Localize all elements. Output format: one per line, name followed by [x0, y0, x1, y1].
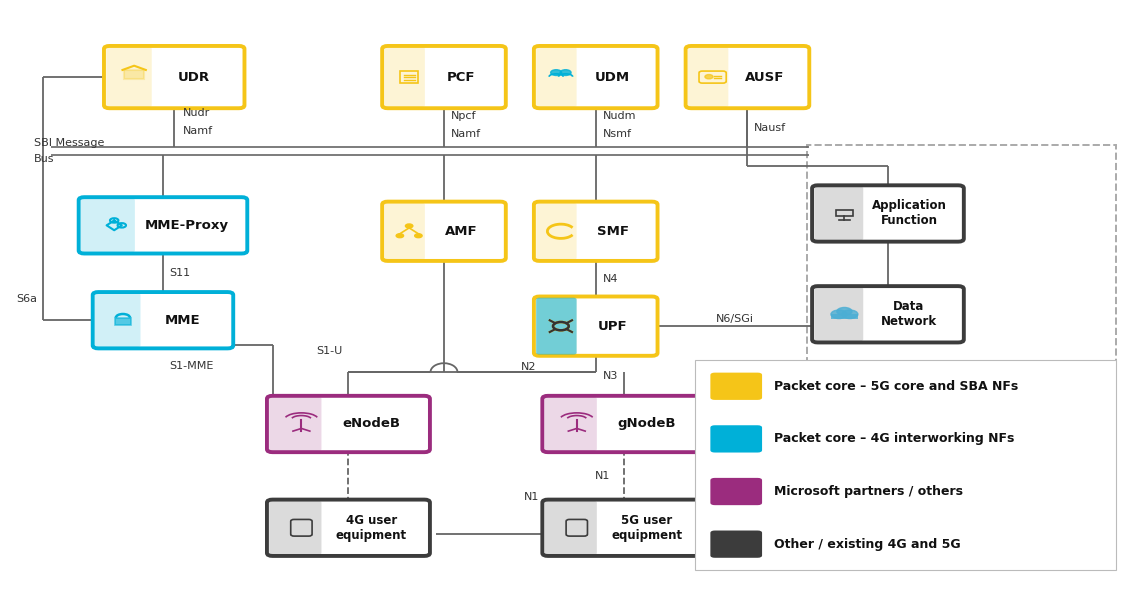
FancyBboxPatch shape [545, 397, 597, 451]
Text: N4: N4 [602, 274, 618, 283]
Text: Service provider or: Service provider or [908, 384, 1015, 393]
FancyBboxPatch shape [268, 396, 429, 452]
Circle shape [406, 224, 413, 228]
FancyBboxPatch shape [79, 197, 247, 254]
FancyBboxPatch shape [536, 298, 577, 355]
Text: MME: MME [164, 314, 200, 327]
FancyBboxPatch shape [536, 203, 577, 260]
FancyBboxPatch shape [831, 314, 858, 319]
FancyBboxPatch shape [812, 185, 964, 242]
FancyBboxPatch shape [814, 186, 863, 241]
Text: 4G user
equipment: 4G user equipment [336, 514, 407, 542]
FancyBboxPatch shape [686, 46, 809, 109]
Text: Namf: Namf [451, 129, 481, 139]
Text: UDR: UDR [178, 71, 210, 84]
FancyBboxPatch shape [710, 372, 762, 400]
FancyBboxPatch shape [695, 360, 1116, 570]
FancyBboxPatch shape [534, 202, 658, 261]
Text: Nudm: Nudm [602, 111, 636, 122]
Text: PCF: PCF [446, 71, 475, 84]
FancyBboxPatch shape [710, 478, 762, 505]
Text: Nsmf: Nsmf [602, 129, 632, 139]
Text: N1: N1 [595, 471, 610, 481]
Text: S1-MME: S1-MME [170, 361, 214, 371]
FancyBboxPatch shape [81, 198, 135, 253]
FancyBboxPatch shape [545, 500, 597, 555]
Text: Other / existing 4G and 5G: Other / existing 4G and 5G [774, 538, 961, 551]
FancyBboxPatch shape [384, 47, 425, 107]
Text: UDM: UDM [595, 71, 631, 84]
Text: eNodeB: eNodeB [342, 417, 400, 431]
FancyBboxPatch shape [382, 46, 506, 109]
FancyBboxPatch shape [536, 298, 577, 355]
Text: Nudr: Nudr [183, 109, 210, 119]
FancyBboxPatch shape [125, 70, 144, 79]
Text: N6/SGi: N6/SGi [716, 314, 754, 324]
Circle shape [842, 310, 858, 318]
FancyBboxPatch shape [384, 203, 425, 260]
FancyBboxPatch shape [382, 202, 506, 261]
Text: UPF: UPF [598, 320, 627, 333]
Circle shape [837, 307, 852, 315]
FancyBboxPatch shape [710, 425, 762, 452]
Text: Bus: Bus [34, 154, 54, 164]
FancyBboxPatch shape [542, 396, 706, 452]
Text: Npcf: Npcf [451, 111, 477, 122]
Text: N1: N1 [524, 492, 540, 502]
Text: Microsoft partners / others: Microsoft partners / others [774, 485, 963, 498]
Text: S6a: S6a [16, 295, 37, 304]
FancyBboxPatch shape [814, 288, 863, 342]
Text: gNodeB: gNodeB [617, 417, 676, 431]
Circle shape [551, 69, 562, 75]
Text: AMF: AMF [444, 225, 478, 238]
FancyBboxPatch shape [103, 46, 245, 109]
Text: Packet core – 5G core and SBA NFs: Packet core – 5G core and SBA NFs [774, 380, 1018, 393]
FancyBboxPatch shape [106, 47, 152, 107]
Text: 5G user
equipment: 5G user equipment [611, 514, 682, 542]
Circle shape [560, 69, 571, 75]
Text: Packet core – 4G interworking NFs: Packet core – 4G interworking NFs [774, 432, 1015, 445]
FancyBboxPatch shape [269, 500, 321, 555]
Circle shape [415, 234, 423, 238]
FancyBboxPatch shape [94, 294, 140, 347]
FancyBboxPatch shape [710, 531, 762, 558]
FancyBboxPatch shape [688, 47, 728, 107]
Text: SMF: SMF [597, 225, 628, 238]
Text: N2: N2 [522, 362, 537, 372]
Circle shape [705, 75, 713, 79]
Circle shape [831, 310, 847, 318]
FancyBboxPatch shape [268, 499, 429, 556]
Text: private enterprise: private enterprise [912, 392, 1012, 401]
FancyBboxPatch shape [536, 47, 577, 107]
Text: S11: S11 [170, 268, 191, 278]
Text: MME-Proxy: MME-Proxy [145, 219, 228, 232]
Text: Data
Network: Data Network [881, 300, 937, 329]
Text: Nausf: Nausf [754, 123, 787, 133]
FancyBboxPatch shape [92, 292, 234, 349]
Text: SBI Message: SBI Message [34, 138, 105, 148]
FancyBboxPatch shape [115, 318, 130, 325]
Text: S1-U: S1-U [317, 346, 343, 356]
FancyBboxPatch shape [812, 286, 964, 343]
FancyBboxPatch shape [534, 46, 658, 109]
FancyBboxPatch shape [542, 499, 706, 556]
FancyBboxPatch shape [534, 296, 658, 356]
Text: Application
Function: Application Function [871, 199, 946, 228]
Text: Namf: Namf [183, 126, 214, 136]
Circle shape [396, 234, 404, 238]
Text: N3: N3 [602, 371, 618, 381]
FancyBboxPatch shape [269, 397, 321, 451]
Text: AUSF: AUSF [744, 71, 785, 84]
